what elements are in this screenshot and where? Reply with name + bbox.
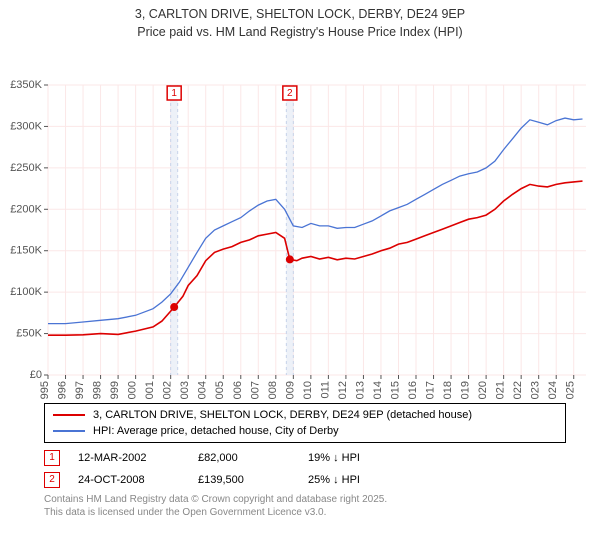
svg-text:2021: 2021 xyxy=(495,381,507,399)
legend: 3, CARLTON DRIVE, SHELTON LOCK, DERBY, D… xyxy=(44,403,566,443)
svg-text:2000: 2000 xyxy=(127,381,139,399)
sale-delta: 19% ↓ HPI xyxy=(308,452,360,464)
chart-title: 3, CARLTON DRIVE, SHELTON LOCK, DERBY, D… xyxy=(0,0,600,24)
svg-text:2009: 2009 xyxy=(284,381,296,399)
sale-date: 12-MAR-2002 xyxy=(78,452,198,464)
svg-text:2008: 2008 xyxy=(267,381,279,399)
svg-text:2017: 2017 xyxy=(425,381,437,399)
svg-text:2019: 2019 xyxy=(460,381,472,399)
svg-text:2025: 2025 xyxy=(565,381,577,399)
sale-price: £82,000 xyxy=(198,452,308,464)
svg-text:2022: 2022 xyxy=(512,381,524,399)
legend-row: 3, CARLTON DRIVE, SHELTON LOCK, DERBY, D… xyxy=(53,407,557,423)
legend-label: HPI: Average price, detached house, City… xyxy=(93,425,339,437)
svg-text:£0: £0 xyxy=(30,369,42,381)
svg-text:2015: 2015 xyxy=(389,381,401,399)
svg-text:2020: 2020 xyxy=(477,381,489,399)
svg-text:1997: 1997 xyxy=(74,381,86,399)
svg-text:2010: 2010 xyxy=(302,381,314,399)
svg-text:2014: 2014 xyxy=(372,381,384,399)
svg-text:2006: 2006 xyxy=(232,381,244,399)
svg-text:1996: 1996 xyxy=(57,381,69,399)
sale-marker-icon: 1 xyxy=(44,450,60,466)
svg-text:2012: 2012 xyxy=(337,381,349,399)
legend-label: 3, CARLTON DRIVE, SHELTON LOCK, DERBY, D… xyxy=(93,409,472,421)
svg-text:£350K: £350K xyxy=(10,79,42,91)
svg-text:1999: 1999 xyxy=(109,381,121,399)
attribution: Contains HM Land Registry data © Crown c… xyxy=(44,493,566,519)
svg-text:£50K: £50K xyxy=(16,327,42,339)
sale-markers-list: 1 12-MAR-2002 £82,000 19% ↓ HPI 2 24-OCT… xyxy=(44,447,566,491)
svg-text:1: 1 xyxy=(171,88,177,99)
svg-text:2003: 2003 xyxy=(179,381,191,399)
svg-text:2: 2 xyxy=(287,88,293,99)
svg-text:1995: 1995 xyxy=(39,381,51,399)
sale-marker-icon: 2 xyxy=(44,472,60,488)
svg-text:2001: 2001 xyxy=(144,381,156,399)
svg-text:£150K: £150K xyxy=(10,244,42,256)
svg-text:2023: 2023 xyxy=(530,381,542,399)
chart-subtitle: Price paid vs. HM Land Registry's House … xyxy=(0,24,600,39)
sale-row: 2 24-OCT-2008 £139,500 25% ↓ HPI xyxy=(44,469,566,491)
svg-text:£300K: £300K xyxy=(10,120,42,132)
attribution-line: This data is licensed under the Open Gov… xyxy=(44,506,566,519)
series-hpi xyxy=(48,118,583,324)
legend-swatch xyxy=(53,430,85,432)
svg-text:1998: 1998 xyxy=(92,381,104,399)
sale-date: 24-OCT-2008 xyxy=(78,474,198,486)
price-chart: £0 £50K £100K £150K £200K £250K £300K £350K 1995… xyxy=(0,39,600,399)
svg-text:2024: 2024 xyxy=(547,381,559,399)
svg-text:2013: 2013 xyxy=(354,381,366,399)
legend-swatch xyxy=(53,414,85,416)
svg-text:2007: 2007 xyxy=(249,381,261,399)
sale-row: 1 12-MAR-2002 £82,000 19% ↓ HPI xyxy=(44,447,566,469)
svg-text:£250K: £250K xyxy=(10,161,42,173)
legend-row: HPI: Average price, detached house, City… xyxy=(53,423,557,439)
svg-text:2011: 2011 xyxy=(319,381,331,399)
sale-price: £139,500 xyxy=(198,474,308,486)
svg-text:2004: 2004 xyxy=(197,381,209,399)
svg-text:2016: 2016 xyxy=(407,381,419,399)
sale-delta: 25% ↓ HPI xyxy=(308,474,360,486)
svg-text:£200K: £200K xyxy=(10,203,42,215)
svg-text:£100K: £100K xyxy=(10,286,42,298)
attribution-line: Contains HM Land Registry data © Crown c… xyxy=(44,493,566,506)
svg-text:2005: 2005 xyxy=(214,381,226,399)
svg-text:2018: 2018 xyxy=(442,381,454,399)
svg-text:2002: 2002 xyxy=(162,381,174,399)
series-property xyxy=(48,181,583,335)
